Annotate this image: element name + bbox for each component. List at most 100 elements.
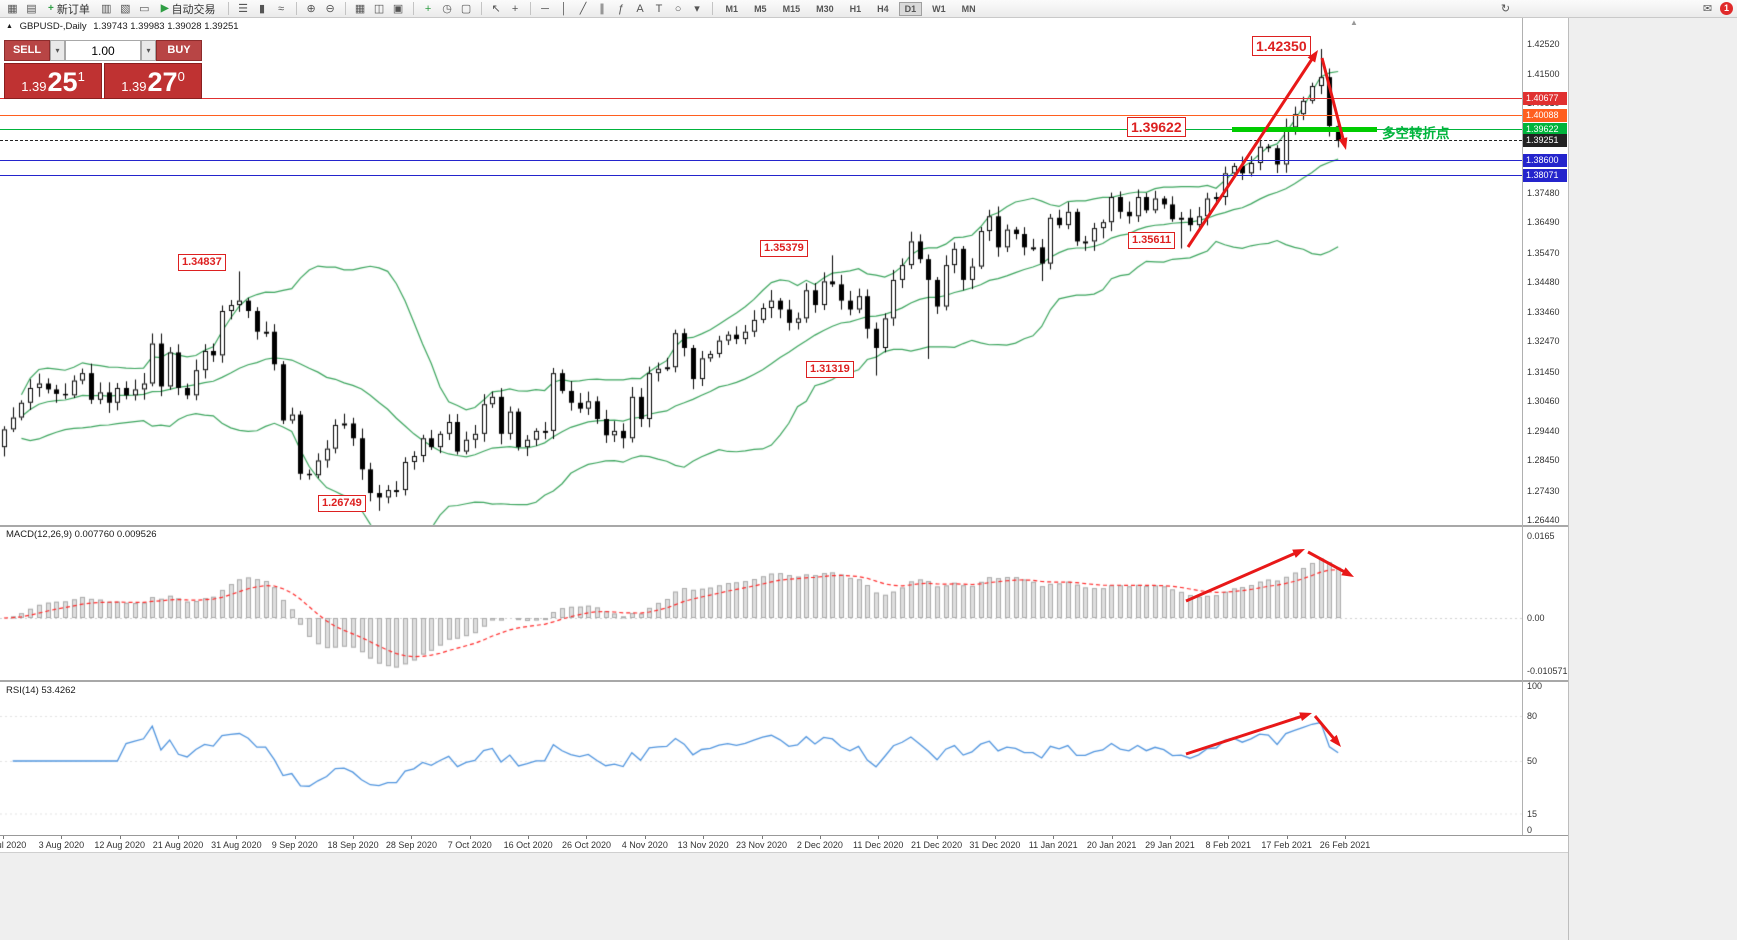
- price-line-1.38071[interactable]: [0, 175, 1522, 177]
- price-axis-separator: [1522, 18, 1523, 835]
- buy-price-box[interactable]: 1.39 27 0: [104, 63, 202, 99]
- date-axis-tick: [644, 836, 646, 839]
- collapse-icon[interactable]: ▲: [6, 23, 13, 30]
- price-line-1.40677[interactable]: [0, 98, 1522, 100]
- channel-icon[interactable]: ∥: [599, 2, 605, 15]
- price-axis-tick: 1.42520: [1527, 39, 1560, 49]
- templates-icon[interactable]: ▢: [460, 2, 472, 15]
- zoom-in-icon[interactable]: ⊕: [306, 2, 316, 15]
- notifications-icon[interactable]: ✉: [1702, 2, 1713, 15]
- date-axis-tick: [1169, 836, 1171, 839]
- chart-shift-icon[interactable]: ↻: [1500, 2, 1511, 15]
- grid-icon[interactable]: ▦: [354, 2, 366, 15]
- price-annotation[interactable]: 1.35611: [1128, 232, 1176, 249]
- panel-splitter-rsi[interactable]: [0, 680, 1568, 682]
- price-annotation[interactable]: 1.26749: [318, 495, 366, 512]
- price-annotation[interactable]: 1.39622: [1127, 117, 1186, 137]
- date-axis-label: 21 Dec 2020: [911, 840, 963, 850]
- fibonacci-icon[interactable]: ƒ: [617, 2, 625, 15]
- date-axis-label: 17 Feb 2021: [1261, 840, 1312, 850]
- timeframe-h1-button[interactable]: H1: [849, 3, 862, 14]
- candlestick-chart-icon[interactable]: ▮: [259, 2, 266, 15]
- sell-price-box[interactable]: 1.39 25 1: [4, 63, 102, 99]
- line-chart-icon[interactable]: ≈: [278, 2, 285, 15]
- toolbar-separator: [295, 2, 297, 15]
- timeframe-mn-button[interactable]: MN: [961, 3, 976, 14]
- text-icon[interactable]: A: [636, 2, 644, 15]
- timeframe-m30-button[interactable]: M30: [816, 3, 834, 14]
- price-annotation[interactable]: 1.35379: [760, 240, 808, 257]
- price-axis-tick: 1.34480: [1527, 276, 1560, 287]
- shapes-dropdown-icon[interactable]: ▾: [694, 2, 700, 15]
- new-order-button[interactable]: + 新订单: [42, 1, 96, 17]
- date-axis-tick: [1286, 836, 1288, 839]
- panel-splitter-macd[interactable]: [0, 525, 1568, 527]
- new-chart-icon[interactable]: ▦: [7, 2, 18, 15]
- price-line-1.38600[interactable]: [0, 159, 1522, 161]
- price-axis-tick: 1.36490: [1527, 217, 1560, 228]
- macd-label: MACD(12,26,9) 0.007760 0.009526: [6, 529, 157, 540]
- price-annotation[interactable]: 1.31319: [806, 361, 854, 378]
- price-annotation[interactable]: 1.42350: [1252, 36, 1311, 56]
- price-axis-tick: 1.30460: [1527, 395, 1560, 406]
- trendline-icon[interactable]: ╱: [579, 2, 587, 15]
- price-axis-marker: 1.39622: [1523, 123, 1567, 137]
- price-annotation[interactable]: 1.34837: [178, 254, 226, 271]
- volume-input[interactable]: [65, 40, 141, 61]
- note-text[interactable]: 多空转折点: [1382, 126, 1450, 141]
- date-axis-label: 16 Oct 2020: [503, 840, 553, 850]
- auto-trading-button[interactable]: ▶ 自动交易: [155, 1, 222, 17]
- date-axis-label: 21 Aug 2020: [152, 840, 204, 850]
- symbol-period-label: GBPUSD-,Daily: [19, 21, 87, 32]
- label-icon[interactable]: T: [655, 2, 663, 15]
- timeframe-m15-button[interactable]: M15: [782, 3, 801, 14]
- price-line-1.40088[interactable]: [0, 115, 1522, 117]
- price-axis-marker: 1.38600: [1523, 153, 1567, 167]
- tile-windows-icon[interactable]: ◫: [373, 2, 385, 15]
- zoom-out-icon[interactable]: ⊖: [325, 2, 335, 15]
- timeframe-d1-button[interactable]: D1: [898, 1, 923, 16]
- sell-dropdown-icon[interactable]: ▾: [50, 40, 65, 61]
- shapes-icon[interactable]: ○: [674, 2, 682, 15]
- chart-shift-marker-icon[interactable]: ▲: [1350, 18, 1358, 27]
- toolbar-separator: [227, 2, 229, 15]
- volume-dropdown-icon[interactable]: ▾: [141, 40, 156, 61]
- crosshair-icon[interactable]: +: [511, 2, 519, 15]
- navigator-icon[interactable]: ▧: [120, 2, 131, 15]
- timeframe-m5-button[interactable]: M5: [754, 3, 767, 14]
- cascade-windows-icon[interactable]: ▣: [392, 2, 404, 15]
- sell-button[interactable]: SELL: [4, 40, 50, 61]
- timeframe-m1-button[interactable]: M1: [725, 3, 739, 14]
- price-chart-canvas[interactable]: [0, 18, 1568, 852]
- vertical-line-icon[interactable]: │: [560, 2, 568, 15]
- price-axis-marker: 1.38071: [1523, 169, 1567, 183]
- price-line-1.39251[interactable]: [0, 140, 1522, 142]
- cursor-icon[interactable]: ↖: [491, 2, 501, 15]
- date-axis-label: 2 Dec 2020: [796, 840, 843, 850]
- timeframe-w1-button[interactable]: W1: [932, 3, 946, 14]
- bar-chart-icon[interactable]: ☰: [238, 2, 248, 15]
- window-empty-bottom: [0, 852, 1568, 940]
- date-axis-label: 31 Dec 2020: [969, 840, 1021, 850]
- support-line[interactable]: [1232, 126, 1377, 132]
- macd-axis-tick: 0.0165: [1527, 530, 1555, 541]
- notification-badge[interactable]: 1: [1720, 2, 1733, 15]
- price-line-1.39622[interactable]: [0, 129, 1522, 131]
- horizontal-line-icon[interactable]: ─: [541, 2, 549, 15]
- date-axis-label: 29 Jan 2021: [1145, 840, 1195, 850]
- period-clock-icon[interactable]: ◷: [442, 2, 452, 15]
- window-empty-right: [1568, 18, 1737, 940]
- terminal-icon[interactable]: ▭: [139, 2, 150, 15]
- add-indicator-icon[interactable]: +: [424, 2, 432, 15]
- chart-profiles-icon[interactable]: ▤: [26, 2, 37, 15]
- buy-button[interactable]: BUY: [156, 40, 202, 61]
- date-axis-label: 18 Sep 2020: [327, 840, 379, 850]
- date-axis-label: 26 Feb 2021: [1319, 840, 1371, 850]
- date-axis[interactable]: 24 Jul 2020 3 Aug 2020 12 Aug 2020 21 Aug 2…: [0, 836, 1568, 852]
- timeframe-h4-button[interactable]: H4: [877, 3, 889, 14]
- sell-price-sup: 1: [77, 69, 85, 84]
- market-watch-icon[interactable]: ▥: [101, 2, 112, 15]
- price-axis-tick: 1.29440: [1527, 426, 1560, 437]
- date-axis-label: 3 Aug 2020: [38, 840, 85, 850]
